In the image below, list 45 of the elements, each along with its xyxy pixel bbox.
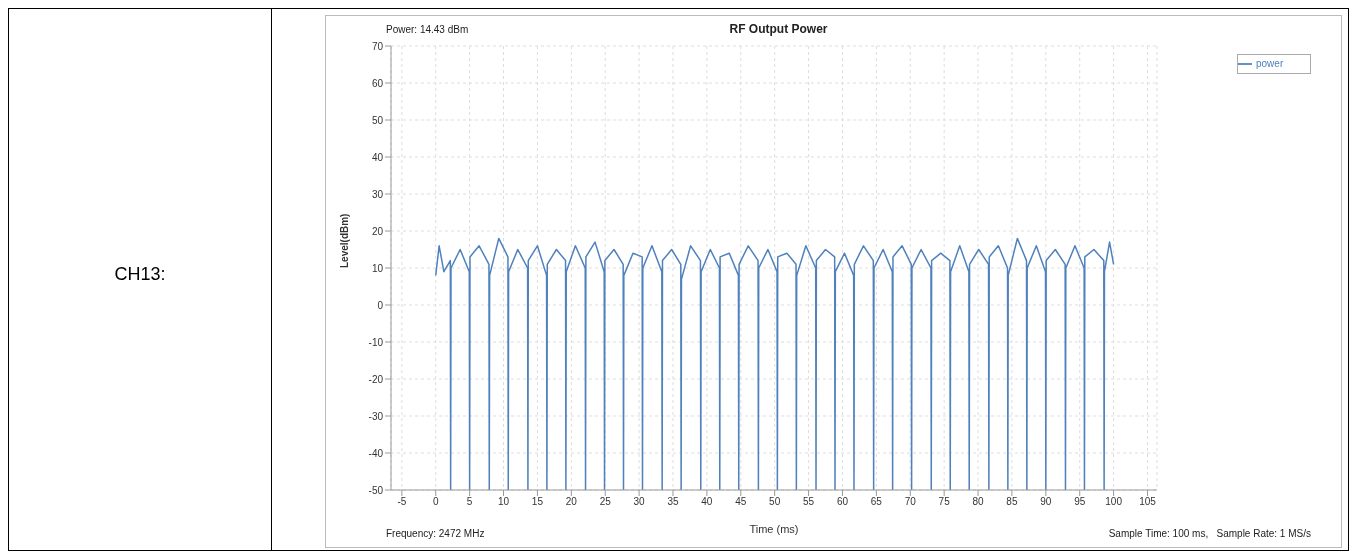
y-tick-label: 60 bbox=[371, 77, 384, 89]
y-tick-label: 20 bbox=[371, 225, 384, 237]
x-tick-label: 105 bbox=[1139, 496, 1157, 508]
legend-label: power bbox=[1256, 58, 1284, 69]
x-tick-label: 95 bbox=[1074, 496, 1086, 508]
text: CH13: bbox=[113, 264, 167, 285]
y-tick-label: -20 bbox=[368, 373, 384, 385]
x-tick-label: 20 bbox=[565, 496, 578, 508]
x-tick-label: 5 bbox=[466, 496, 473, 508]
x-tick-label: 80 bbox=[972, 496, 985, 508]
line-series bbox=[434, 237, 1115, 490]
x-tick-label: -5 bbox=[397, 496, 407, 508]
y-tick-label: -40 bbox=[368, 447, 384, 459]
y-tick-label: 70 bbox=[371, 40, 384, 52]
y-tick-label: 30 bbox=[371, 188, 384, 200]
x-tick-label: 30 bbox=[633, 496, 646, 508]
x-tick-label: 35 bbox=[667, 496, 679, 508]
x-tick-label: 100 bbox=[1105, 496, 1123, 508]
text: Frequency: 2472 MHz bbox=[386, 528, 485, 539]
y-tick-label: 40 bbox=[371, 151, 384, 163]
x-tick-label: 85 bbox=[1006, 496, 1018, 508]
x-tick-label: 65 bbox=[870, 496, 883, 508]
y-tick-label: 10 bbox=[371, 262, 384, 274]
y-tick-label: 50 bbox=[371, 114, 384, 126]
x-tick-label: 50 bbox=[769, 496, 781, 508]
text: Sample Time: 100 ms, Sample Rate: 1 MS/s bbox=[1108, 528, 1311, 539]
y-axis-title: Level(dBm) bbox=[338, 213, 350, 268]
x-tick-label: 55 bbox=[803, 496, 815, 508]
x-tick-label: 0 bbox=[432, 496, 439, 508]
text: Power: 14.43 dBm bbox=[386, 24, 469, 35]
y-tick-label: -10 bbox=[368, 336, 384, 348]
y-tick-label: -50 bbox=[368, 484, 384, 496]
x-tick-label: 10 bbox=[497, 496, 510, 508]
x-tick-label: 70 bbox=[904, 496, 917, 508]
x-tick-label: 15 bbox=[531, 496, 544, 508]
x-tick-label: 60 bbox=[836, 496, 849, 508]
x-tick-label: 75 bbox=[938, 496, 951, 508]
x-tick-label: 45 bbox=[735, 496, 747, 508]
chart-title: RF Output Power bbox=[729, 22, 828, 36]
y-tick-label: 0 bbox=[377, 299, 384, 311]
x-tick-label: 25 bbox=[599, 496, 612, 508]
y-tick-label: -30 bbox=[368, 410, 384, 422]
x-tick-label: 90 bbox=[1040, 496, 1052, 508]
x-tick-label: 40 bbox=[701, 496, 713, 508]
x-axis-title: Time (ms) bbox=[749, 523, 799, 535]
